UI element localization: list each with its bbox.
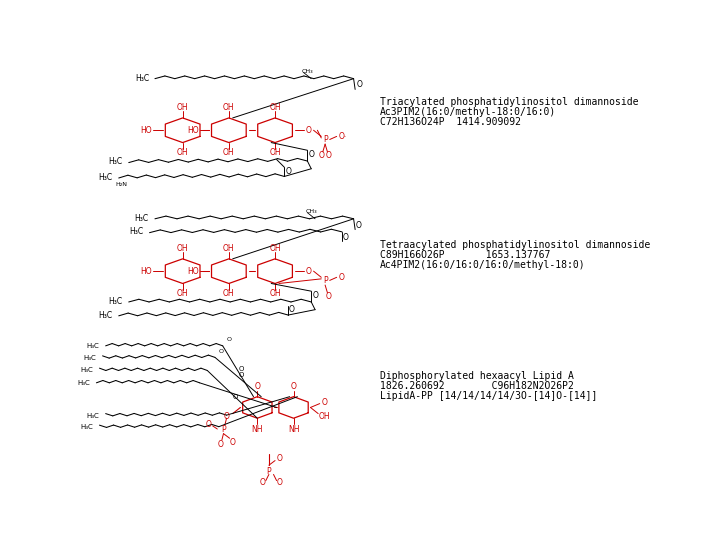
Text: 1826.260692        C96H182N2O26P2: 1826.260692 C96H182N2O26P2 xyxy=(379,381,574,391)
Text: O: O xyxy=(289,305,295,314)
Text: OH: OH xyxy=(269,289,281,298)
Text: P: P xyxy=(266,467,271,476)
Text: C72H136O24P  1414.909092: C72H136O24P 1414.909092 xyxy=(379,117,521,127)
Text: Diphosphorylated hexaacyl Lipid A: Diphosphorylated hexaacyl Lipid A xyxy=(379,372,574,381)
Text: H₃C: H₃C xyxy=(135,74,150,83)
Text: H₃C: H₃C xyxy=(81,424,94,430)
Text: O: O xyxy=(260,478,266,488)
Text: O: O xyxy=(326,151,332,160)
Text: CH₃: CH₃ xyxy=(302,69,313,74)
Text: O: O xyxy=(224,412,230,421)
Text: H₃C: H₃C xyxy=(99,173,112,182)
Text: OH: OH xyxy=(269,148,281,157)
Text: OH: OH xyxy=(223,289,235,298)
Text: H₃C: H₃C xyxy=(109,298,122,307)
Text: P: P xyxy=(221,424,226,434)
Text: -: - xyxy=(344,134,346,139)
Text: O: O xyxy=(312,291,318,300)
Text: H₃C: H₃C xyxy=(86,343,99,349)
Text: O: O xyxy=(338,273,344,282)
Text: NH: NH xyxy=(251,424,263,434)
Text: OH: OH xyxy=(223,244,235,253)
Text: H₃C: H₃C xyxy=(135,214,149,224)
Text: C89H166O26P       1653.137767: C89H166O26P 1653.137767 xyxy=(379,251,550,260)
Text: O: O xyxy=(356,221,362,230)
Text: HO: HO xyxy=(187,267,199,275)
Text: O: O xyxy=(326,292,332,301)
Text: OH: OH xyxy=(177,244,189,253)
Text: O: O xyxy=(318,151,324,160)
Text: O: O xyxy=(238,372,244,377)
Text: CH₃: CH₃ xyxy=(305,210,317,214)
Text: O: O xyxy=(206,420,212,429)
Text: O: O xyxy=(219,349,224,354)
Text: OH: OH xyxy=(177,289,189,298)
Text: O: O xyxy=(306,126,312,135)
Text: O: O xyxy=(285,166,291,176)
Text: O: O xyxy=(321,397,328,407)
Text: Tetraacylated phosphatidylinositol dimannoside: Tetraacylated phosphatidylinositol diman… xyxy=(379,240,650,251)
Text: LipidA-PP [14/14/14/14/3O-[14]O-[14]]: LipidA-PP [14/14/14/14/3O-[14]O-[14]] xyxy=(379,392,597,401)
Text: OH: OH xyxy=(177,103,189,112)
Text: H₃C: H₃C xyxy=(130,227,143,237)
Text: O: O xyxy=(338,132,344,141)
Text: HO: HO xyxy=(187,126,199,135)
Text: H₃C: H₃C xyxy=(86,413,99,419)
Text: H₃C: H₃C xyxy=(78,380,90,386)
Text: O: O xyxy=(276,454,283,463)
Text: P: P xyxy=(323,135,328,144)
Text: Ac3PIM2(16:0/methyl-18:0/16:0): Ac3PIM2(16:0/methyl-18:0/16:0) xyxy=(379,107,556,117)
Text: O: O xyxy=(233,394,238,400)
Text: OH: OH xyxy=(318,412,330,421)
Text: H₃C: H₃C xyxy=(109,157,122,166)
Text: O: O xyxy=(230,438,235,447)
Text: HO: HO xyxy=(140,126,153,135)
Text: P: P xyxy=(323,276,328,285)
Text: H₃C: H₃C xyxy=(84,355,96,361)
Text: O: O xyxy=(238,366,244,372)
Text: O: O xyxy=(308,150,314,159)
Text: O: O xyxy=(306,267,312,275)
Text: O: O xyxy=(217,440,223,449)
Text: O: O xyxy=(343,233,348,242)
Text: NH: NH xyxy=(288,424,300,434)
Text: Triacylated phosphatidylinositol dimannoside: Triacylated phosphatidylinositol dimanno… xyxy=(379,97,638,107)
Text: O: O xyxy=(254,382,261,391)
Text: OH: OH xyxy=(269,103,281,112)
Text: OH: OH xyxy=(223,103,235,112)
Text: H₃C: H₃C xyxy=(99,310,112,320)
Text: Ac4PIM2(16:0/16:0/16:0/methyl-18:0): Ac4PIM2(16:0/16:0/16:0/methyl-18:0) xyxy=(379,260,585,271)
Text: HO: HO xyxy=(140,267,153,275)
Text: H₂N: H₂N xyxy=(115,181,127,187)
Text: OH: OH xyxy=(177,148,189,157)
Text: O: O xyxy=(226,337,231,342)
Text: O: O xyxy=(357,80,363,89)
Text: O: O xyxy=(276,478,283,488)
Text: OH: OH xyxy=(223,148,235,157)
Text: O: O xyxy=(291,382,297,391)
Text: H₃C: H₃C xyxy=(81,368,94,374)
Text: OH: OH xyxy=(269,244,281,253)
